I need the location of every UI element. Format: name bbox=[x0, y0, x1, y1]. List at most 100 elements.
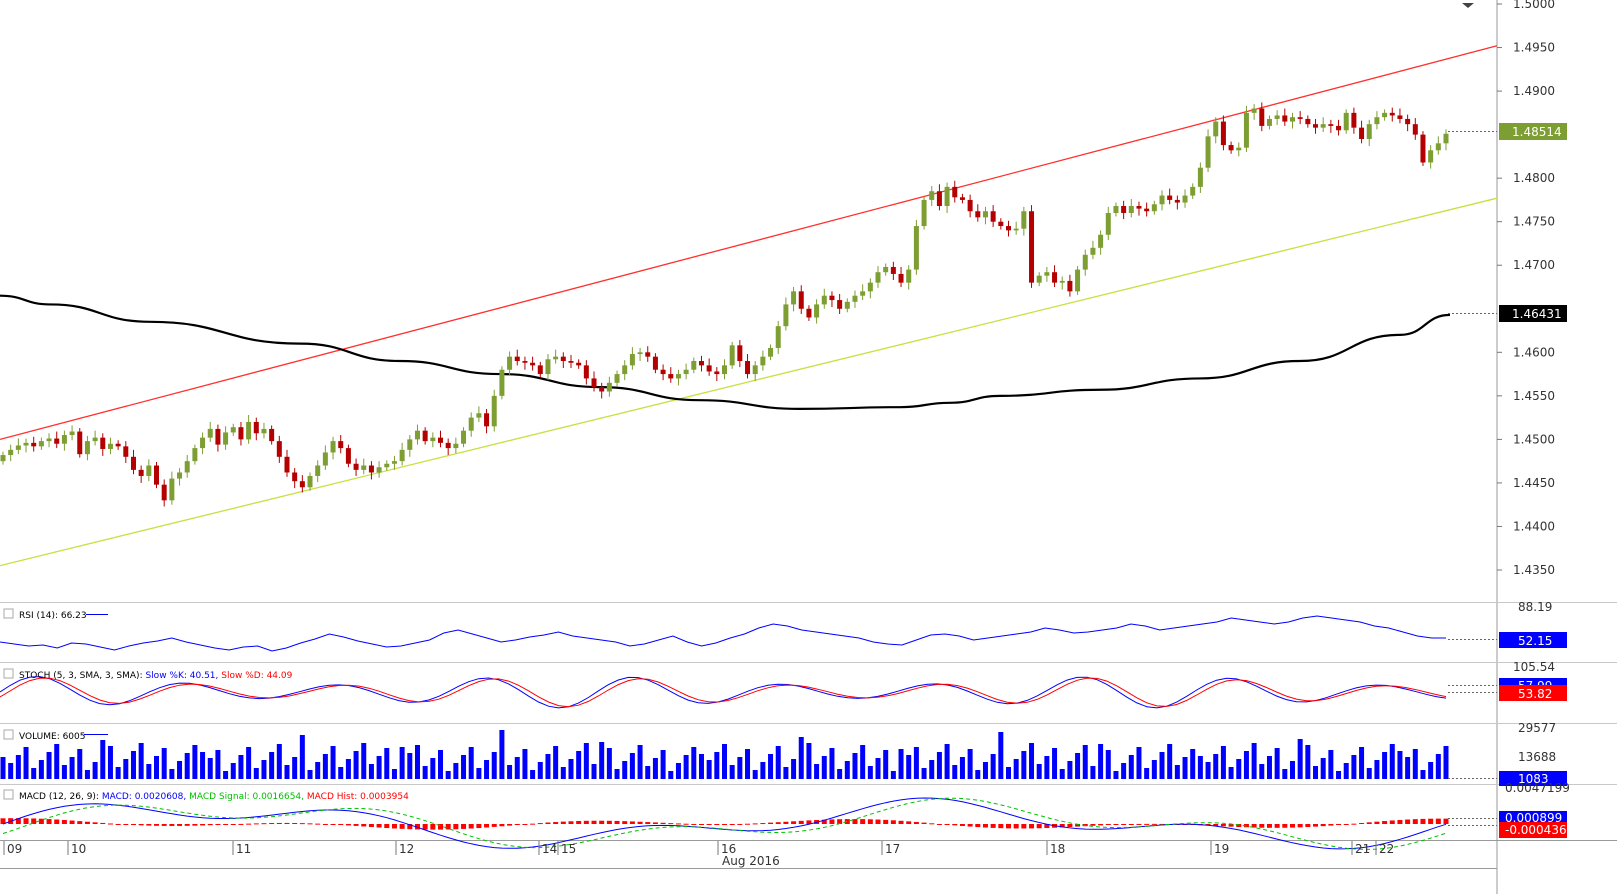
candle-bullish bbox=[200, 437, 206, 449]
volume-bar bbox=[246, 747, 252, 779]
candle-bullish bbox=[752, 365, 758, 375]
volume-bar bbox=[1128, 755, 1134, 779]
last-price-tag: 1.48514 bbox=[1499, 123, 1567, 140]
macd-hist-bar bbox=[146, 824, 152, 826]
macd-hist-bar bbox=[629, 821, 635, 824]
macd-hist-bar bbox=[1336, 824, 1342, 825]
month-label: Aug 2016 bbox=[722, 854, 780, 868]
volume-bar bbox=[883, 750, 889, 779]
candle-bullish bbox=[622, 365, 628, 375]
candle-bearish bbox=[1067, 280, 1073, 292]
candle-bearish bbox=[1220, 121, 1226, 146]
volume-bar bbox=[61, 765, 67, 779]
candle-bullish bbox=[1090, 247, 1096, 255]
macd-hist-bar bbox=[1044, 824, 1050, 829]
candle-bullish bbox=[223, 432, 229, 445]
volume-bar bbox=[230, 763, 236, 779]
volume-bar bbox=[1359, 747, 1365, 779]
macd-hist-bar bbox=[453, 824, 459, 830]
volume-bar bbox=[1167, 744, 1173, 779]
candle-bearish bbox=[522, 361, 528, 363]
volume-bar bbox=[154, 756, 160, 779]
candle-bullish bbox=[929, 191, 935, 200]
candle-bullish bbox=[921, 199, 927, 227]
volume-bar bbox=[238, 755, 244, 779]
candle-bullish bbox=[407, 439, 413, 450]
volume-bar bbox=[414, 745, 420, 779]
volume-bar bbox=[1366, 768, 1372, 779]
volume-bar bbox=[1397, 751, 1403, 779]
macd-hist-bar bbox=[338, 824, 344, 825]
volume-bar bbox=[1090, 766, 1096, 779]
volume-bar bbox=[691, 747, 697, 779]
volume-bar bbox=[1159, 752, 1165, 779]
candle-bearish bbox=[645, 352, 651, 357]
volume-bar bbox=[1351, 755, 1357, 779]
volume-bar bbox=[15, 755, 21, 779]
volume-bar bbox=[123, 759, 129, 779]
candle-bearish bbox=[1412, 124, 1418, 135]
macd-hist-bar bbox=[1136, 823, 1142, 825]
macd-hist-bar bbox=[1121, 824, 1127, 825]
volume-bar bbox=[668, 771, 674, 779]
price-tick-label: 1.4900 bbox=[1513, 84, 1555, 98]
macd-hist-bar bbox=[1236, 824, 1242, 828]
volume-bar bbox=[138, 743, 144, 779]
stoch-pane bbox=[0, 676, 1447, 709]
macd-hist-bar bbox=[706, 824, 712, 825]
volume-bar bbox=[384, 748, 390, 779]
macd-hist-bar bbox=[775, 822, 781, 824]
macd-hist-bar bbox=[1021, 824, 1027, 829]
macd-hist-bar bbox=[292, 822, 298, 824]
volume-bar bbox=[499, 730, 505, 779]
volume-bar bbox=[645, 766, 651, 779]
volume-bar bbox=[307, 770, 313, 779]
svg-text:52.15: 52.15 bbox=[1518, 634, 1552, 648]
candle-bearish bbox=[537, 365, 543, 375]
volume-bar bbox=[315, 762, 321, 779]
macd-hist-bar bbox=[38, 818, 44, 824]
macd-hist-bar bbox=[890, 820, 896, 824]
macd-hist-bar bbox=[806, 820, 812, 824]
candle-bearish bbox=[975, 211, 981, 218]
macd-hist-bar bbox=[215, 824, 221, 825]
macd-hist-bar bbox=[637, 821, 643, 824]
macd-hist-bar bbox=[898, 820, 904, 824]
volume-bar bbox=[791, 759, 797, 779]
macd-hist-bar bbox=[683, 823, 689, 825]
candle-bullish bbox=[192, 448, 198, 462]
candle-bullish bbox=[69, 431, 75, 436]
volume-bar bbox=[1121, 763, 1127, 779]
candle-bullish bbox=[1266, 118, 1272, 126]
macd-hist-bar bbox=[1428, 818, 1434, 824]
macd-hist-bar bbox=[576, 821, 582, 824]
candle-bearish bbox=[714, 371, 720, 375]
candle-bullish bbox=[629, 354, 635, 366]
volume-bar bbox=[768, 754, 774, 779]
macd-hist-bar bbox=[1075, 824, 1081, 827]
volume-bar bbox=[698, 754, 704, 779]
price-tick-label: 1.5000 bbox=[1513, 0, 1555, 11]
candle-bullish bbox=[92, 437, 98, 442]
macd-hist-bar bbox=[330, 824, 336, 825]
volume-bar bbox=[8, 763, 14, 779]
macd-hist-bar bbox=[1343, 824, 1349, 825]
candle-bearish bbox=[123, 446, 129, 457]
candle-bearish bbox=[1397, 115, 1403, 119]
candle-bullish bbox=[875, 272, 881, 283]
candle-bullish bbox=[184, 461, 190, 473]
volume-bar bbox=[169, 769, 175, 779]
macd-hist-bar bbox=[852, 819, 858, 824]
volume-bar bbox=[269, 752, 275, 779]
macd-hist-bar bbox=[1151, 823, 1157, 825]
macd-hist-bar bbox=[698, 824, 704, 825]
volume-bar bbox=[1205, 762, 1211, 779]
collapse-arrow-icon[interactable] bbox=[1462, 3, 1474, 8]
macd-hist-bar bbox=[990, 824, 996, 828]
macd-hist-bar bbox=[860, 819, 866, 824]
macd-hist-bar bbox=[130, 824, 136, 825]
volume-bar bbox=[975, 770, 981, 779]
volume-bar bbox=[207, 758, 213, 779]
rsi-line bbox=[0, 615, 1446, 652]
